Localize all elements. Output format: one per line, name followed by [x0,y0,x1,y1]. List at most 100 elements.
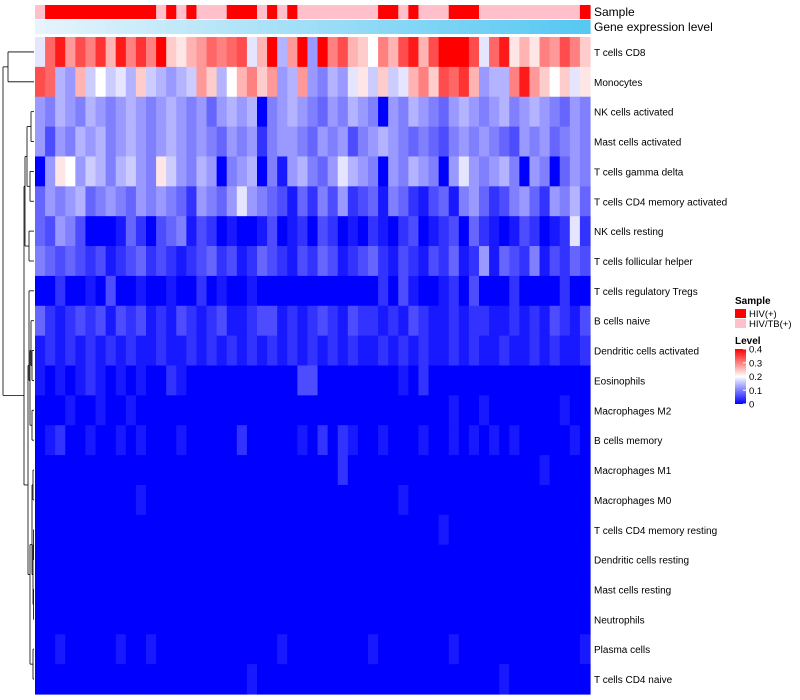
heatmap-cell [267,246,278,277]
heatmap-cell [35,216,46,247]
heatmap-cell [519,216,531,247]
heatmap-cell [539,604,551,635]
heatmap-cell [448,395,460,426]
heatmap-cell [539,514,551,546]
heatmap-cell [307,574,319,606]
heatmap-cell [65,634,76,665]
heatmap-cell [479,604,490,635]
heatmap-cell [519,425,531,456]
heatmap-cell [438,37,450,68]
heatmap-cell [519,455,531,486]
heatmap-cell [368,425,379,456]
heatmap-cell [579,455,591,486]
heatmap-cell [186,634,198,665]
heatmap-cell [216,66,228,98]
heatmap-cell [468,335,480,367]
heatmap-cell [146,246,157,277]
heatmap-cell [388,425,399,456]
heatmap-cell [277,455,288,486]
row-label: Dendritic cells resting [594,556,689,567]
heatmap-cell [378,216,389,247]
heatmap-cell [479,634,490,665]
heatmap-cell [115,216,127,247]
heatmap-cell [176,186,187,217]
heatmap-cell [549,246,561,277]
heatmap-cell [277,37,288,68]
heatmap-cell [166,66,177,98]
heatmap-cell [388,365,399,396]
heatmap-cell [206,395,218,426]
heatmap-cell [105,37,117,68]
heatmap-cell [166,425,177,456]
heatmap-cell [166,664,177,695]
heatmap-cell [509,156,520,187]
heatmap-cell [489,425,500,456]
heatmap-cell [267,484,278,516]
heatmap-cell [438,604,450,635]
heatmap-cell [156,66,167,98]
heatmap-cell [569,544,581,576]
heatmap-cell [267,425,278,456]
heatmap-cell [146,96,157,128]
expression-level-cell [468,20,480,34]
heatmap-cell [226,484,238,516]
heatmap-cell [458,395,470,426]
heatmap-cell [236,156,248,187]
heatmap-cell [337,96,349,128]
heatmap-cell [489,216,500,247]
heatmap-cell [479,37,490,68]
heatmap-cell [499,544,510,576]
heatmap-cell [317,275,329,307]
heatmap-cell [337,246,349,277]
heatmap-cell [257,574,268,606]
heatmap-cell [176,484,187,516]
heatmap-cell [418,395,430,426]
heatmap-cell [468,126,480,158]
expression-level-cell [55,20,66,34]
heatmap-cell [368,66,379,98]
sample-group-cell [75,5,87,19]
heatmap-cell [196,96,208,128]
heatmap-cell [176,395,187,426]
heatmap-cell [579,425,591,456]
heatmap-cell [559,514,571,546]
heatmap-cell [287,305,298,337]
heatmap-cell [236,664,248,695]
heatmap-cell [569,186,581,217]
heatmap-cell [489,395,500,426]
heatmap-cell [458,246,470,277]
heatmap-cell [489,66,500,98]
heatmap-cell [176,335,187,367]
heatmap-cell [196,305,208,337]
heatmap-cell [236,425,248,456]
heatmap-cell [519,335,531,367]
heatmap-cell [368,305,379,337]
heatmap-cell [337,305,349,337]
heatmap-cell [569,484,581,516]
heatmap-cell [529,305,541,337]
heatmap-cell [408,216,420,247]
heatmap-cell [499,37,510,68]
heatmap-cell [357,96,369,128]
heatmap-cell [45,335,56,367]
heatmap-cell [559,156,571,187]
heatmap-cell [499,664,510,695]
heatmap-cell [378,365,389,396]
heatmap-cell [428,544,440,576]
heatmap-cell [347,96,359,128]
heatmap-cell [468,156,480,187]
heatmap-cell [95,544,107,576]
heatmap-cell [75,216,87,247]
heatmap-cell [378,574,389,606]
heatmap-cell [216,156,228,187]
heatmap-cell [146,275,157,307]
heatmap-cell [65,126,76,158]
heatmap-cell [135,544,147,576]
heatmap-cell [146,514,157,546]
heatmap-cell [146,425,157,456]
heatmap-cell [398,37,409,68]
sample-group-cell [176,5,187,19]
heatmap-cell [509,126,520,158]
heatmap-cell [448,66,460,98]
expression-level-cell [519,20,531,34]
